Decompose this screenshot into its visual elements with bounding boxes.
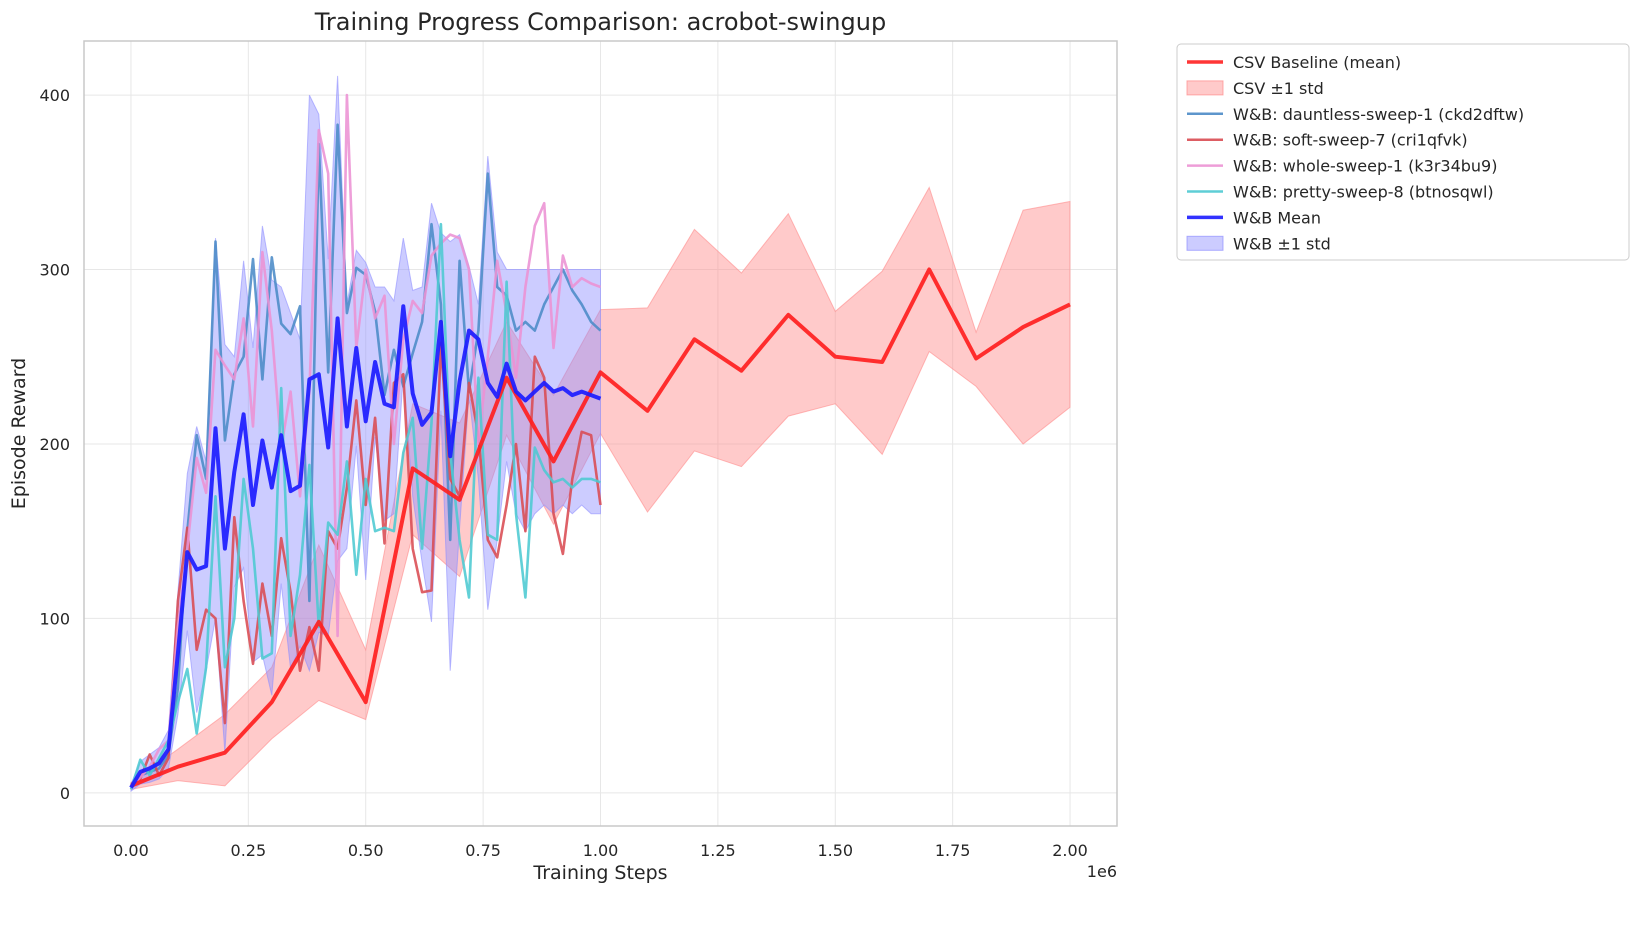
legend-label: CSV ±1 std [1233, 79, 1324, 98]
legend-item: W&B ±1 std [1186, 234, 1331, 253]
legend-swatch-band [1186, 80, 1224, 96]
legend-label: W&B ±1 std [1233, 234, 1331, 253]
legend: CSV Baseline (mean) CSV ±1 std W&B: dauntl… [1176, 43, 1630, 261]
series-line-3 [130, 93, 601, 787]
x-axis-ticks: 0.00 0.25 0.50 0.75 1.00 1.25 1.50 1.75 2.00 [113, 841, 1088, 860]
legend-box [1176, 43, 1630, 261]
x-tick-label: 0.75 [465, 841, 501, 860]
legend-item: W&B: whole-sweep-1 (k3r34bu9) [1187, 157, 1497, 176]
y-tick-label: 200 [39, 435, 70, 454]
legend-item: CSV Baseline (mean) [1187, 53, 1401, 72]
legend-label: CSV Baseline (mean) [1233, 53, 1401, 72]
grid [84, 41, 1117, 826]
series-lines [129, 93, 602, 790]
legend-label: W&B: whole-sweep-1 (k3r34bu9) [1233, 157, 1497, 176]
x-tick-label: 1.50 [817, 841, 853, 860]
mean-lines [129, 267, 1071, 789]
x-axis-label: Training Steps [532, 862, 667, 884]
y-tick-label: 100 [39, 609, 70, 628]
legend-label: W&B Mean [1233, 208, 1321, 227]
legend-label: W&B: soft-sweep-7 (cri1qfvk) [1233, 131, 1468, 150]
x-tick-label: 1.75 [935, 841, 971, 860]
x-tick-label: 1.00 [583, 841, 619, 860]
legend-item: W&B: soft-sweep-7 (cri1qfvk) [1187, 131, 1468, 150]
wb-mean-line [129, 304, 602, 789]
x-axis-offset-label: 1e6 [1087, 862, 1117, 881]
legend-label: W&B: pretty-sweep-8 (btnosqwl) [1233, 183, 1494, 202]
legend-swatch-band [1186, 235, 1224, 251]
legend-item: W&B Mean [1187, 208, 1321, 227]
y-axis-ticks: 0 100 200 300 400 [39, 86, 70, 803]
x-tick-label: 0.50 [348, 841, 384, 860]
plot-frame [83, 40, 1118, 827]
chart-title: Training Progress Comparison: acrobot-sw… [314, 8, 886, 36]
legend-item: W&B: dauntless-sweep-1 (ckd2dftw) [1187, 105, 1524, 124]
legend-item: CSV ±1 std [1186, 79, 1324, 98]
csv-mean-line [130, 267, 1071, 788]
y-tick-label: 400 [39, 86, 70, 105]
x-tick-label: 1.25 [700, 841, 736, 860]
y-tick-label: 0 [60, 784, 70, 803]
series-line-4 [129, 222, 601, 790]
x-tick-label: 0.25 [231, 841, 267, 860]
y-axis-label: Episode Reward [8, 358, 30, 509]
y-tick-label: 300 [39, 261, 70, 280]
x-tick-label: 0.00 [113, 841, 149, 860]
legend-label: W&B: dauntless-sweep-1 (ckd2dftw) [1233, 105, 1524, 124]
legend-item: W&B: pretty-sweep-8 (btnosqwl) [1187, 183, 1494, 202]
x-tick-label: 2.00 [1052, 841, 1088, 860]
